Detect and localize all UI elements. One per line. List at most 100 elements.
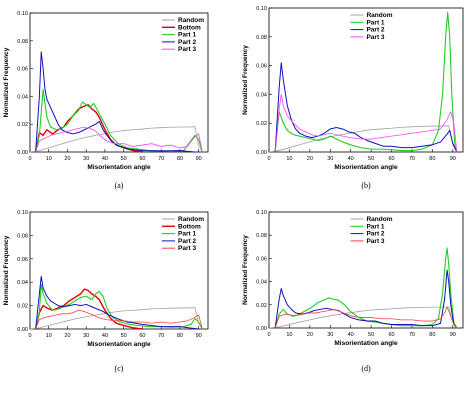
legend-label: Part 2 xyxy=(366,27,384,34)
legend-label: Bottom xyxy=(178,24,201,31)
x-tick-label: 50 xyxy=(121,333,127,339)
y-tick-label: 0.06 xyxy=(256,64,267,70)
y-tick-label: 0.10 xyxy=(17,210,28,216)
x-tick-label: 80 xyxy=(177,333,183,339)
y-tick-label: 0.00 xyxy=(256,150,267,156)
legend-label: Part 1 xyxy=(178,32,196,39)
series-line-random xyxy=(29,307,203,330)
series-line-part-3 xyxy=(35,126,203,153)
x-tick-label: 10 xyxy=(286,156,292,162)
series-line-part-1 xyxy=(274,11,458,153)
x-tick-label: 40 xyxy=(348,332,354,338)
x-tick-label: 40 xyxy=(102,156,108,162)
x-tick-label: 30 xyxy=(327,156,333,162)
y-tick-label: 0.04 xyxy=(256,92,267,98)
y-tick-label: 0.02 xyxy=(256,121,267,127)
chart-panel-d: 0 10 20 30 40 50 60 70 80 90 0.00 0.02 0.04 0.06 0.08 0… xyxy=(242,210,464,373)
legend-label: Random xyxy=(178,17,204,24)
y-tick-label: 0.00 xyxy=(17,327,28,333)
legend-label: Part 1 xyxy=(366,19,384,26)
y-tick-label: 0.02 xyxy=(256,303,267,309)
legend-label: Random xyxy=(366,216,392,223)
y-tick-label: 0.04 xyxy=(17,280,28,286)
y-axis-label: Normalized Frequency xyxy=(3,235,10,305)
series-line-bottom xyxy=(34,288,143,330)
x-axis-label: Misorientation angle xyxy=(334,164,398,171)
series-line-part-3 xyxy=(35,309,203,330)
x-tick-label: 50 xyxy=(368,156,374,162)
x-tick-label: 90 xyxy=(450,156,456,162)
panel-caption: (a) xyxy=(115,181,124,190)
legend-label: Part 2 xyxy=(366,231,384,238)
y-tick-label: 0.08 xyxy=(17,39,28,45)
y-tick-label: 0.10 xyxy=(17,11,28,17)
x-tick-label: 0 xyxy=(267,156,270,162)
x-tick-label: 0 xyxy=(267,332,270,338)
series-line-part-2 xyxy=(35,275,199,330)
series-line-part-3 xyxy=(274,306,458,329)
series-line-part-2 xyxy=(35,51,199,153)
x-tick-label: 60 xyxy=(388,156,394,162)
series-line-random xyxy=(268,306,458,329)
series-line-part-1 xyxy=(35,88,203,153)
legend-label: Part 3 xyxy=(366,34,384,41)
legend-label: Random xyxy=(178,216,204,223)
x-tick-label: 30 xyxy=(327,332,333,338)
x-tick-label: 90 xyxy=(196,333,202,339)
x-tick-label: 90 xyxy=(450,332,456,338)
plot-frame xyxy=(268,211,464,329)
legend-label: Part 1 xyxy=(178,231,196,238)
y-tick-label: 0.04 xyxy=(17,94,28,100)
x-tick-label: 30 xyxy=(83,156,89,162)
plot-frame xyxy=(268,7,464,153)
x-tick-label: 80 xyxy=(177,156,183,162)
plot-frame xyxy=(29,12,209,153)
legend-label: Part 2 xyxy=(178,39,196,46)
plot-frame xyxy=(29,211,209,330)
chart-panel-a: 0 10 20 30 40 50 60 70 80 90 0.00 0.02 0.04 0.06 0.08 0… xyxy=(3,11,209,190)
y-tick-label: 0.08 xyxy=(17,233,28,239)
x-tick-label: 60 xyxy=(388,332,394,338)
x-tick-label: 50 xyxy=(121,156,127,162)
panel-caption: (d) xyxy=(361,364,371,373)
x-tick-label: 70 xyxy=(409,332,415,338)
y-tick-label: 0.08 xyxy=(256,233,267,239)
chart-panel-c: 0 10 20 30 40 50 60 70 80 90 0.00 0.02 0.04 0.06 0.08 0… xyxy=(3,210,209,373)
x-tick-label: 40 xyxy=(348,156,354,162)
x-tick-label: 70 xyxy=(158,156,164,162)
x-tick-label: 10 xyxy=(46,333,52,339)
chart-panel-b: 0 10 20 30 40 50 60 70 80 90 0.00 0.02 0.04 0.06 0.08 0… xyxy=(242,6,464,190)
x-tick-label: 20 xyxy=(64,156,70,162)
x-tick-label: 10 xyxy=(46,156,52,162)
x-tick-label: 90 xyxy=(196,156,202,162)
y-tick-label: 0.06 xyxy=(17,257,28,263)
y-tick-label: 0.00 xyxy=(17,150,28,156)
y-axis-label: Normalized Frequency xyxy=(3,47,10,117)
x-tick-label: 0 xyxy=(28,333,31,339)
x-tick-label: 70 xyxy=(158,333,164,339)
y-tick-label: 0.06 xyxy=(17,67,28,73)
x-tick-label: 30 xyxy=(83,333,89,339)
x-tick-label: 70 xyxy=(409,156,415,162)
legend-label: Random xyxy=(366,12,392,19)
legend-label: Part 3 xyxy=(178,46,196,53)
x-tick-label: 50 xyxy=(368,332,374,338)
y-tick-label: 0.06 xyxy=(256,256,267,262)
x-tick-label: 80 xyxy=(429,156,435,162)
x-axis-label: Misorientation angle xyxy=(87,164,151,171)
legend-label: Part 3 xyxy=(178,245,196,252)
y-tick-label: 0.02 xyxy=(17,304,28,310)
y-axis-label: Normalized Frequency xyxy=(242,45,249,115)
x-tick-label: 80 xyxy=(429,332,435,338)
x-tick-label: 20 xyxy=(307,332,313,338)
panel-caption: (c) xyxy=(115,364,124,373)
x-tick-label: 60 xyxy=(139,156,145,162)
x-axis-label: Misorientation angle xyxy=(87,341,151,348)
y-tick-label: 0.08 xyxy=(256,35,267,41)
legend-label: Part 3 xyxy=(366,238,384,245)
